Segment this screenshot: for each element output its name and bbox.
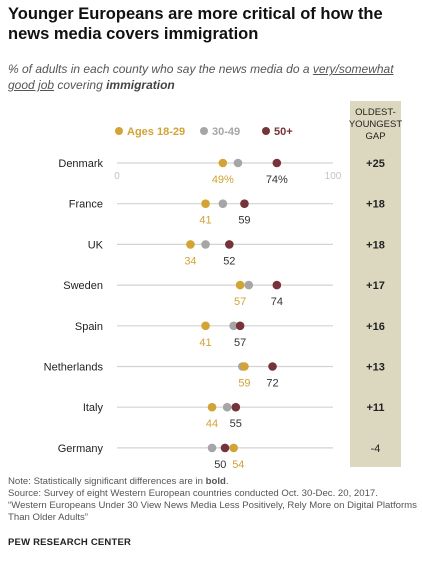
country-label: Spain: [75, 321, 103, 333]
value-label-18-29: 41: [199, 215, 211, 227]
gap-column-header: OLDEST-: [355, 107, 396, 118]
data-point-50-plus: [225, 240, 234, 249]
axis-tick-label: 0: [114, 171, 120, 182]
data-point-50-plus: [268, 362, 277, 371]
data-point-50-plus: [272, 158, 282, 168]
data-point-50-plus: [272, 280, 282, 290]
value-label-18-29: 54: [232, 459, 244, 471]
legend-marker-mid: [200, 127, 208, 135]
footer-note-bold: bold: [205, 476, 226, 487]
value-label-18-29: 41: [199, 337, 211, 349]
data-point-18-29: [235, 280, 245, 290]
data-point-30-49: [222, 402, 232, 412]
country-label: UK: [88, 239, 104, 251]
gap-value: +11: [366, 402, 384, 414]
footer-source: Source: Survey of eight Western European…: [8, 488, 378, 499]
value-label-50-plus: 74: [271, 296, 283, 308]
data-point-18-29: [207, 402, 217, 412]
chart-title: Younger Europeans are more critical of h…: [8, 5, 383, 43]
legend-label-mid: 30-49: [212, 126, 240, 138]
gap-column-header: YOUNGEST: [349, 119, 403, 130]
data-point-30-49: [207, 443, 217, 453]
value-label-50-plus: 72: [266, 378, 278, 390]
country-label: Italy: [83, 402, 104, 414]
subtitle-bold-text: immigration: [106, 78, 175, 92]
footer-note: Note: Statistically significant differen…: [8, 476, 418, 488]
legend-marker-old: [262, 127, 270, 135]
data-point-50-plus: [231, 402, 241, 412]
footer: Note: Statistically significant differen…: [8, 476, 418, 524]
country-label: France: [69, 199, 103, 211]
value-label-50-plus: 59: [238, 215, 250, 227]
legend-marker-young: [115, 127, 123, 135]
value-label-50-plus: 55: [230, 418, 242, 430]
value-label-50-plus: 57: [234, 337, 246, 349]
data-point-30-49: [229, 321, 238, 331]
value-label-50-plus: 50: [214, 459, 226, 471]
country-label: Denmark: [58, 158, 103, 170]
legend-label-young: Ages 18-29: [127, 126, 185, 138]
subtitle-text-2: covering: [54, 78, 107, 92]
data-point-50-plus: [240, 199, 249, 208]
gap-value: +18: [366, 239, 385, 251]
footer-note-end: .: [225, 476, 229, 487]
gap-value: -4: [371, 443, 381, 455]
data-point-18-29: [229, 443, 238, 453]
gap-value: +18: [366, 199, 385, 211]
data-point-18-29: [201, 321, 210, 331]
value-label-18-29: 57: [234, 296, 246, 308]
data-point-30-49: [201, 240, 210, 249]
footer-note-text: Note: Statistically significant differen…: [8, 476, 206, 487]
country-label: Netherlands: [44, 362, 104, 374]
value-label-18-29: 59: [238, 378, 250, 390]
data-point-18-29: [201, 199, 210, 208]
value-label-18-29: 44: [206, 418, 218, 430]
value-label-50-plus: 74%: [266, 174, 288, 186]
data-point-30-49: [233, 158, 243, 168]
gap-value: +13: [366, 362, 385, 374]
gap-value: +17: [366, 280, 385, 292]
value-label-18-29: 34: [184, 255, 196, 267]
brand-name: PEW RESEARCH CENTER: [8, 537, 132, 548]
data-point-18-29: [218, 158, 228, 168]
gap-column-header: GAP: [365, 131, 385, 142]
data-point-50-plus: [220, 443, 230, 453]
footer-report-title: “Western Europeans Under 30 View News Me…: [8, 500, 417, 523]
data-point-18-29: [186, 240, 195, 249]
subtitle-text-1: % of adults in each county who say the n…: [8, 62, 313, 76]
gap-value: +16: [366, 321, 385, 333]
axis-tick-label: 100: [325, 171, 342, 182]
country-label: Germany: [58, 443, 104, 455]
value-label-18-29: 49%: [212, 174, 234, 186]
value-label-50-plus: 52: [223, 255, 235, 267]
chart-subtitle: % of adults in each county who say the n…: [8, 61, 414, 93]
legend-label-old: 50+: [274, 126, 293, 138]
data-point-18-29: [240, 362, 249, 371]
country-label: Sweden: [63, 280, 103, 292]
subtitle-underlined-text: very/somewhat good job: [8, 62, 394, 92]
data-point-50-plus: [235, 321, 245, 331]
gap-column-background: [350, 101, 401, 467]
gap-value: +25: [366, 158, 385, 170]
data-point-30-49: [244, 280, 254, 290]
data-point-30-49: [218, 199, 228, 208]
